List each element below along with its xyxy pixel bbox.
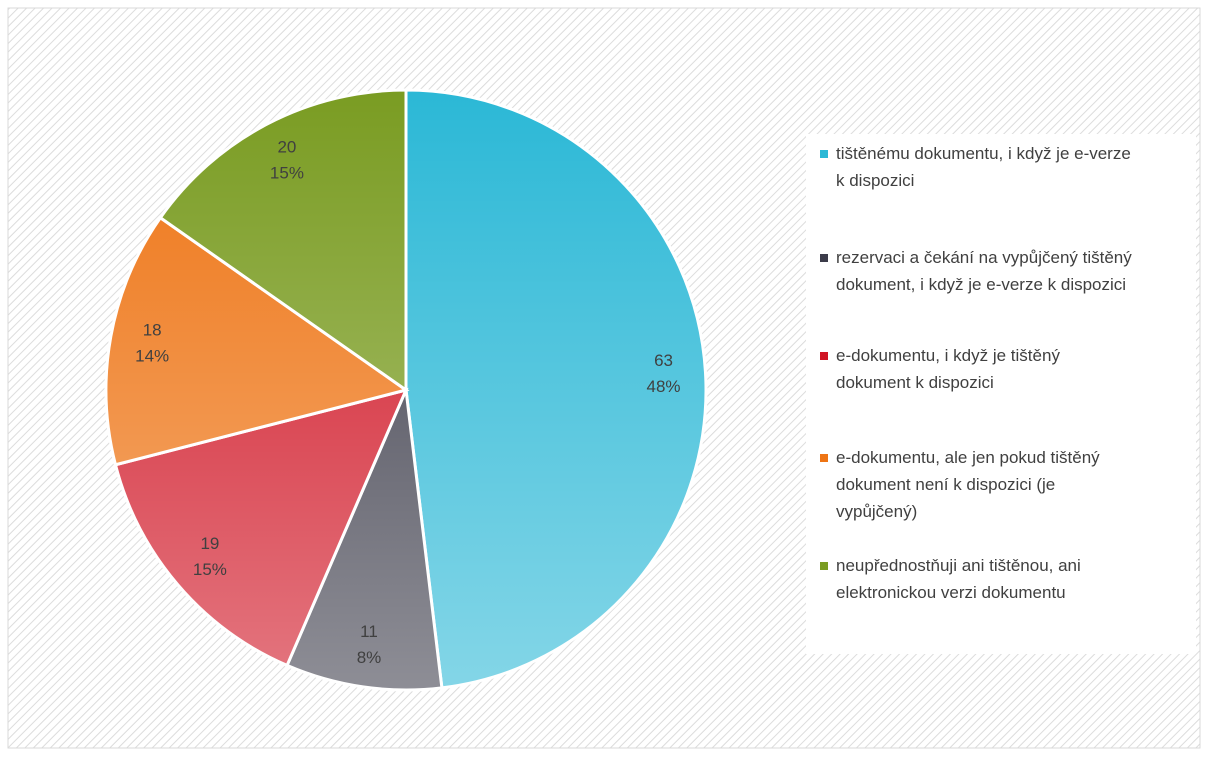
percent-label: 8% — [357, 648, 382, 667]
legend-swatch — [820, 352, 828, 360]
legend-swatch — [820, 150, 828, 158]
legend-item: e-dokumentu, i když je tištěný dokument … — [820, 342, 1136, 396]
slice-shine — [285, 384, 444, 692]
legend: tištěnému dokumentu, i když je e-verze k… — [806, 134, 1196, 654]
legend-swatch — [820, 254, 828, 262]
legend-swatch — [820, 562, 828, 570]
data-label: 11 — [360, 622, 378, 641]
data-label: 18 — [143, 320, 162, 339]
legend-swatch — [820, 454, 828, 462]
percent-label: 15% — [193, 560, 227, 579]
slice-shine — [104, 215, 410, 467]
data-label: 63 — [654, 351, 673, 370]
data-label: 20 — [277, 138, 296, 157]
slice-shine — [113, 387, 409, 668]
percent-label: 48% — [647, 377, 681, 396]
percent-label: 14% — [135, 346, 169, 365]
legend-label: e-dokumentu, i když je tištěný dokument … — [836, 346, 1060, 392]
legend-item: rezervaci a čekání na vypůjčený tištěný … — [820, 244, 1136, 298]
percent-label: 15% — [270, 164, 304, 183]
slice-shine — [404, 88, 708, 690]
legend-label: rezervaci a čekání na vypůjčený tištěný … — [836, 248, 1132, 294]
slice-shine — [158, 88, 408, 393]
legend-item: e-dokumentu, ale jen pokud tištěný dokum… — [820, 444, 1136, 525]
legend-item: neupřednostňuji ani tištěnou, ani elektr… — [820, 552, 1136, 606]
legend-label: e-dokumentu, ale jen pokud tištěný dokum… — [836, 448, 1100, 521]
legend-label: tištěnému dokumentu, i když je e-verze k… — [836, 144, 1131, 190]
legend-label: neupřednostňuji ani tištěnou, ani elektr… — [836, 556, 1081, 602]
legend-item: tištěnému dokumentu, i když je e-verze k… — [820, 140, 1136, 194]
data-label: 19 — [200, 534, 219, 553]
